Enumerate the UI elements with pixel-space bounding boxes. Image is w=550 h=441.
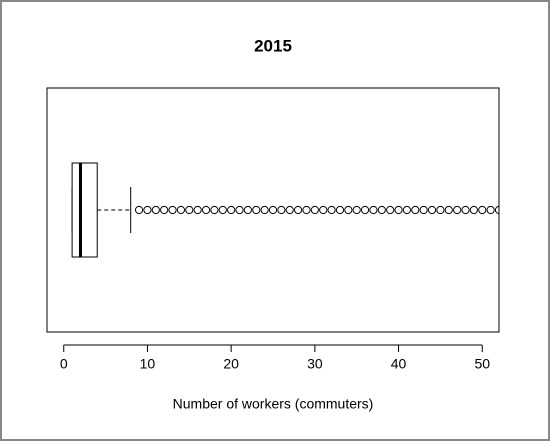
outlier [235,205,244,215]
outlier [268,205,278,215]
outlier [386,205,395,215]
outlier [369,205,378,215]
outlier [461,205,470,215]
outlier [310,205,319,215]
outlier [327,205,336,215]
outlier [469,205,478,215]
outlier [193,205,202,215]
outlier [394,205,403,215]
outlier [134,205,144,215]
plot-box [46,87,500,333]
outlier [277,205,286,215]
outlier [352,205,361,215]
x-tick-label: 0 [60,356,68,372]
x-tick-label: 20 [223,356,239,372]
outlier [176,205,186,215]
outlier [210,205,219,215]
outlier [453,205,462,215]
outlier [201,205,211,215]
outlier [427,205,437,215]
x-tick-label: 50 [474,356,490,372]
outlier [478,205,487,215]
box [71,162,98,258]
outlier [168,205,177,215]
chart-title: 2015 [254,36,292,55]
outlier [243,205,252,215]
outlier [294,205,303,215]
x-tick-label: 10 [140,356,156,372]
outlier [444,205,453,215]
outlier [494,205,499,215]
outlier [411,205,420,215]
outlier [285,205,294,215]
outlier [227,205,236,215]
outlier [143,205,152,215]
x-tick-label: 40 [391,356,407,372]
outlier [486,205,495,215]
outlier [402,205,412,215]
outlier [260,205,269,215]
outlier [319,205,328,215]
outlier [252,205,261,215]
outlier [344,205,353,215]
outlier [436,205,445,215]
outlier [185,205,194,215]
x-tick-label: 30 [307,356,323,372]
outlier [360,205,370,215]
outlier [377,205,386,215]
outlier [218,205,227,215]
outlier [335,205,345,215]
x-axis-label: Number of workers (commuters) [173,396,374,412]
outlier [419,205,428,215]
outlier [302,205,311,215]
outlier [160,205,169,215]
outlier [151,205,160,215]
